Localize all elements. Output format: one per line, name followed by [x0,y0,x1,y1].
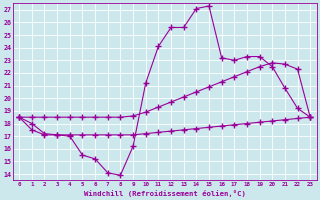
X-axis label: Windchill (Refroidissement éolien,°C): Windchill (Refroidissement éolien,°C) [84,190,246,197]
